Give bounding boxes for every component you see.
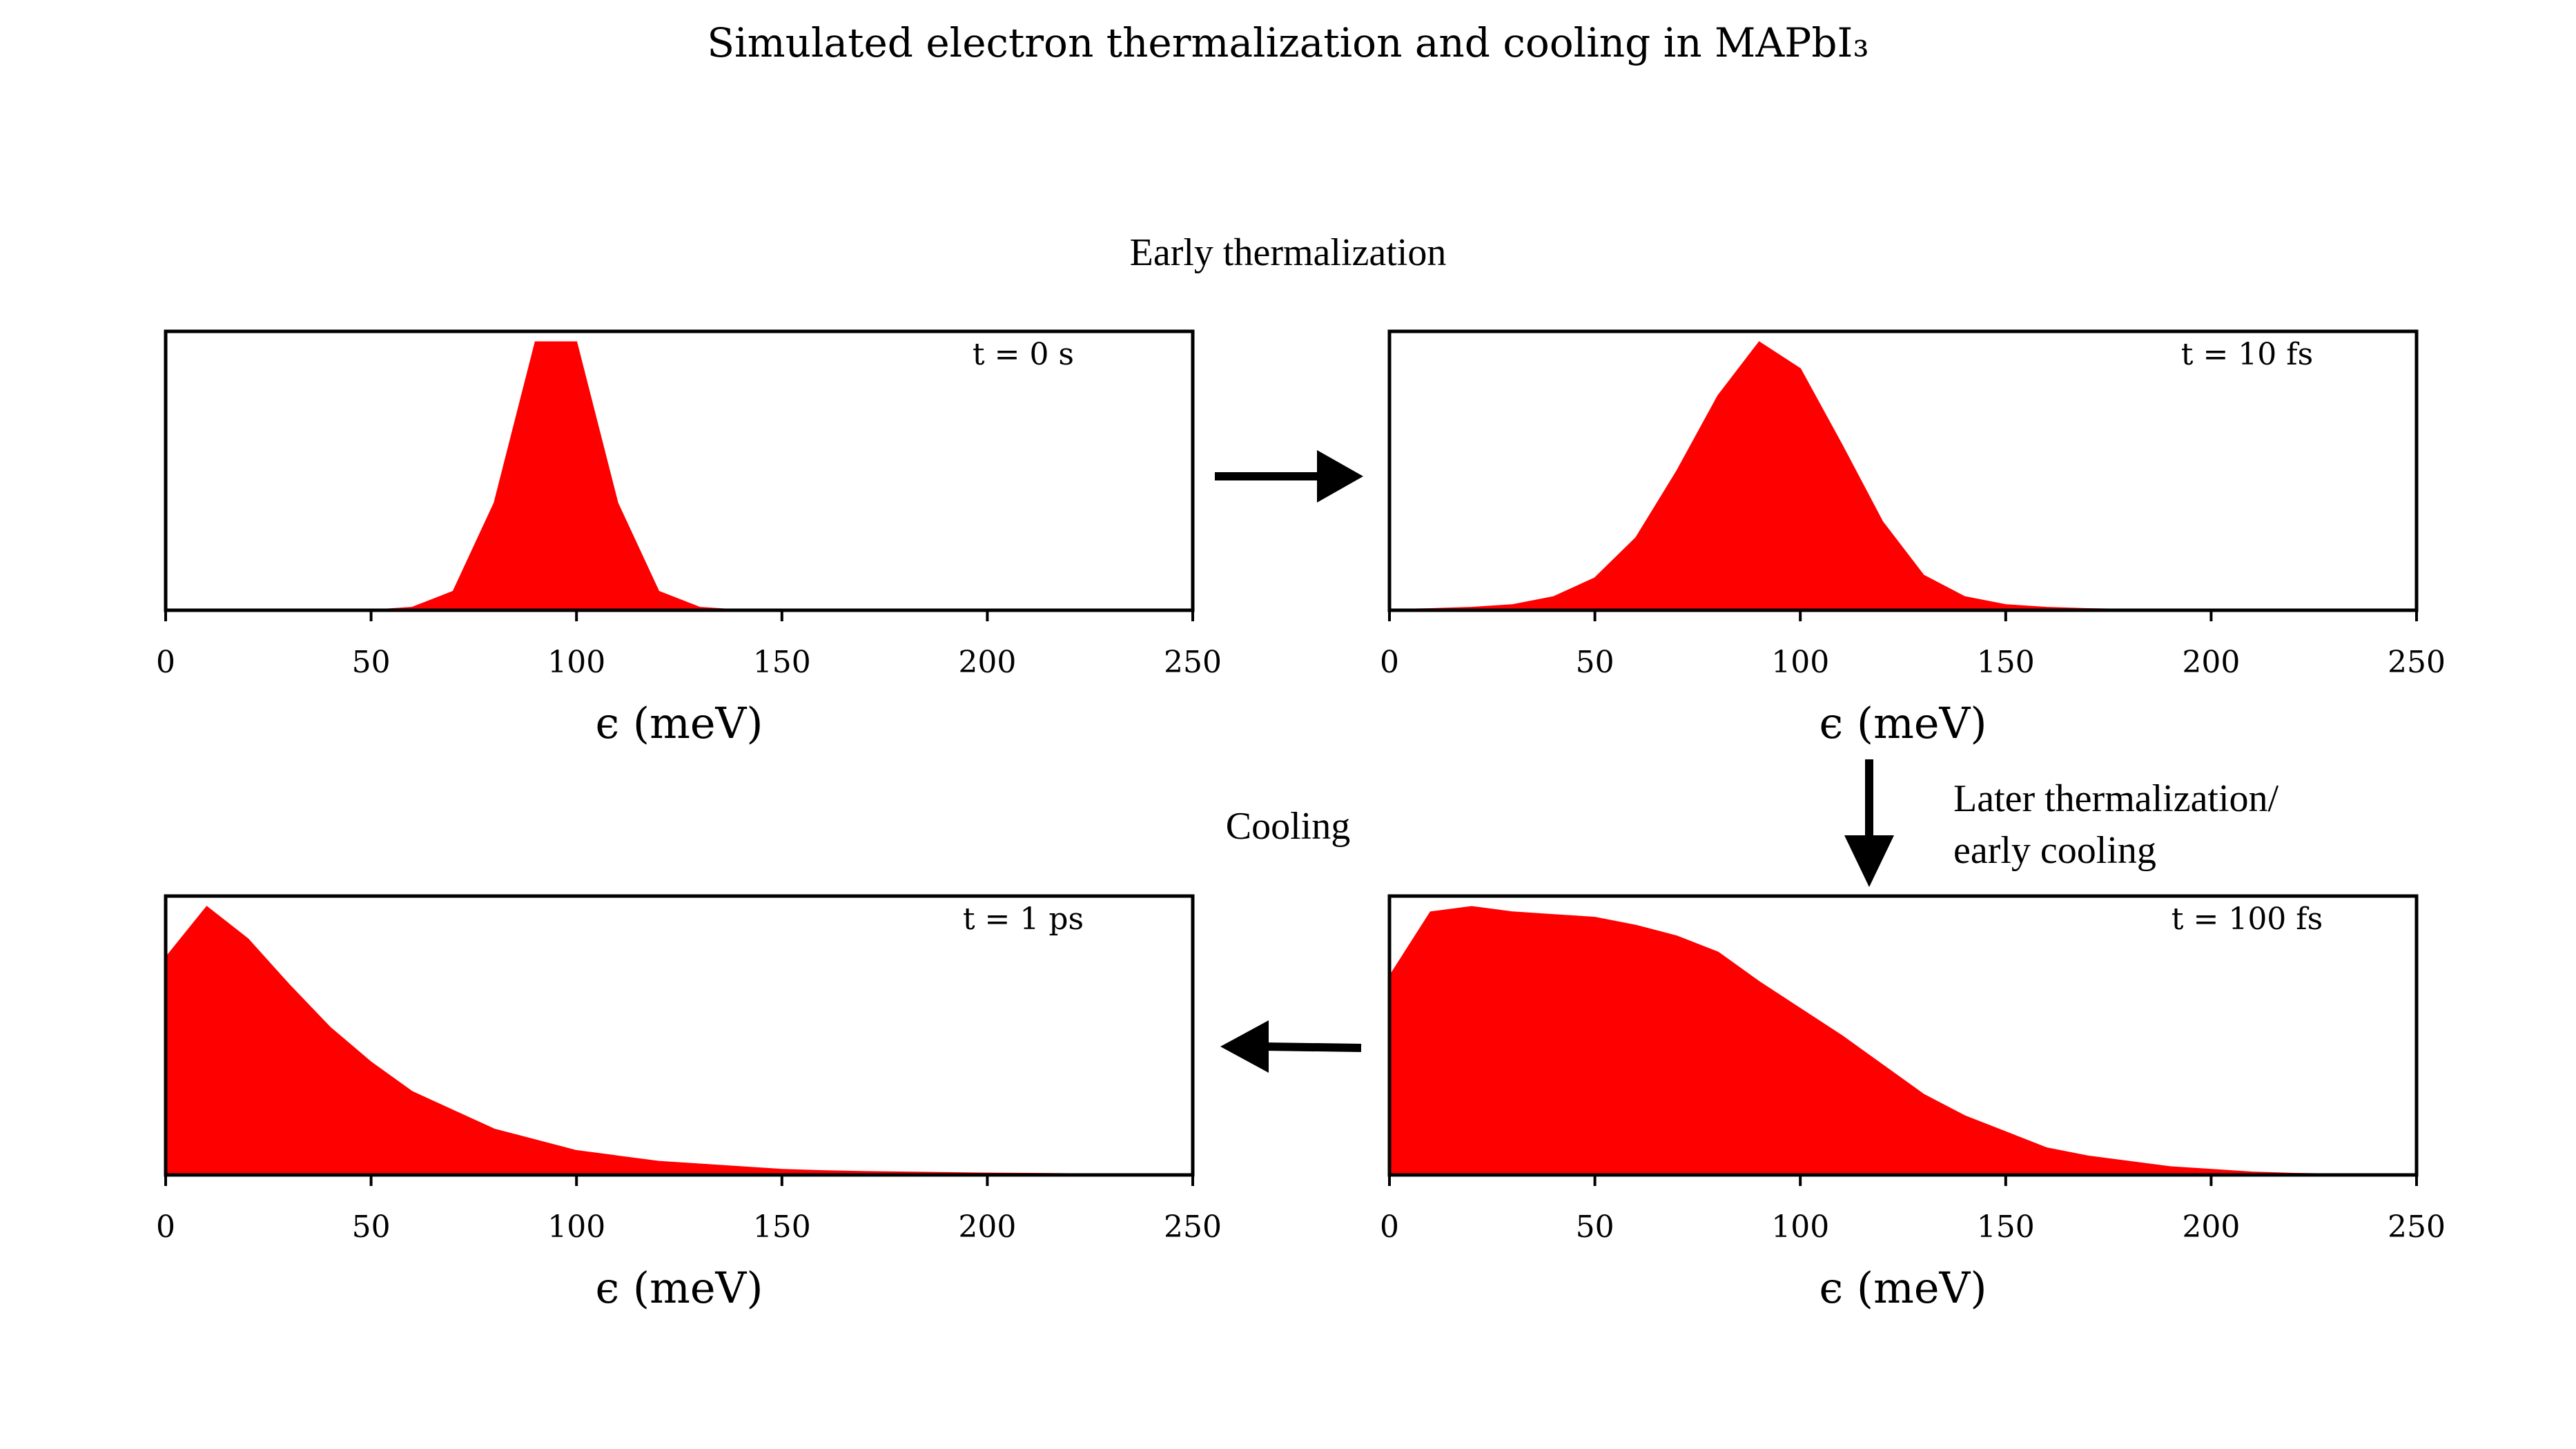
section-label-early-thermalization: Early thermalization	[1130, 231, 1447, 274]
x-tick-label: 250	[2388, 1209, 2446, 1245]
x-tick-label: 50	[1576, 645, 1614, 680]
arrow-left	[1220, 1020, 1362, 1073]
panel-t10fs: 0 50 100 150 200 250 ϵ (meV) t = 10 fs	[1380, 329, 2446, 748]
x-tick-label: 100	[1771, 1209, 1829, 1245]
x-tick-label: 150	[1977, 645, 2035, 680]
x-tick-label: 0	[156, 645, 175, 680]
section-label-early-cooling: early cooling	[1953, 829, 2156, 872]
time-annotation: t = 0 s	[973, 337, 1074, 372]
x-tick-label: 200	[2182, 645, 2240, 680]
arrow-down	[1844, 759, 1894, 887]
time-annotation: t = 10 fs	[2181, 337, 2313, 372]
panel-t100fs: 0 50 100 150 200 250 ϵ (meV) t = 100 fs	[1380, 894, 2446, 1313]
x-tick-label: 50	[1576, 1209, 1614, 1245]
x-tick-label: 150	[753, 1209, 811, 1245]
panels: 0 50 100 150 200 250 ϵ (meV) t = 0 s 0 50 100 150 20…	[156, 329, 2446, 1313]
x-tick-label: 100	[1771, 645, 1829, 680]
area-series-t10fs	[1389, 341, 2417, 611]
x-tick-label: 200	[2182, 1209, 2240, 1245]
x-tick-label: 150	[1977, 1209, 2035, 1245]
section-label-later-thermalization: Later thermalization/	[1953, 777, 2279, 820]
area-series-t0s	[166, 341, 1193, 611]
x-tick-label: 0	[156, 1209, 175, 1245]
x-tick-label: 200	[958, 645, 1016, 680]
x-tick-label: 0	[1380, 645, 1399, 680]
x-tick-label: 250	[1164, 645, 1222, 680]
x-axis-label: ϵ (meV)	[595, 1263, 763, 1313]
axes-frame-t0s	[164, 329, 1195, 612]
area-series-t100fs	[1389, 906, 2417, 1176]
section-label-cooling: Cooling	[1226, 805, 1350, 848]
panel-t1ps: 0 50 100 150 200 250 ϵ (meV) t = 1 ps	[156, 894, 1222, 1313]
x-axis-label: ϵ (meV)	[1819, 698, 1987, 748]
area-series-t1ps	[165, 906, 1193, 1176]
x-axis-label: ϵ (meV)	[1819, 1263, 1987, 1313]
figure-title: Simulated electron thermalization and co…	[707, 19, 1868, 66]
arrow-right	[1215, 450, 1363, 503]
x-tick-label: 0	[1380, 1209, 1399, 1245]
x-tick-label: 150	[753, 645, 811, 680]
axes-frame-t100fs	[1387, 894, 2419, 1177]
axes-frame-t1ps	[164, 894, 1195, 1177]
x-axis-label: ϵ (meV)	[595, 698, 763, 748]
x-tick-label: 200	[958, 1209, 1016, 1245]
x-tick-label: 50	[352, 1209, 391, 1245]
x-tick-label: 100	[547, 1209, 605, 1245]
x-tick-label: 250	[2388, 645, 2446, 680]
panel-t0s: 0 50 100 150 200 250 ϵ (meV) t = 0 s	[156, 329, 1222, 748]
axes-frame-t10fs	[1387, 329, 2419, 612]
time-annotation: t = 1 ps	[963, 902, 1084, 937]
time-annotation: t = 100 fs	[2172, 902, 2323, 937]
x-tick-label: 250	[1164, 1209, 1222, 1245]
x-tick-label: 100	[547, 645, 605, 680]
x-tick-label: 50	[352, 645, 391, 680]
